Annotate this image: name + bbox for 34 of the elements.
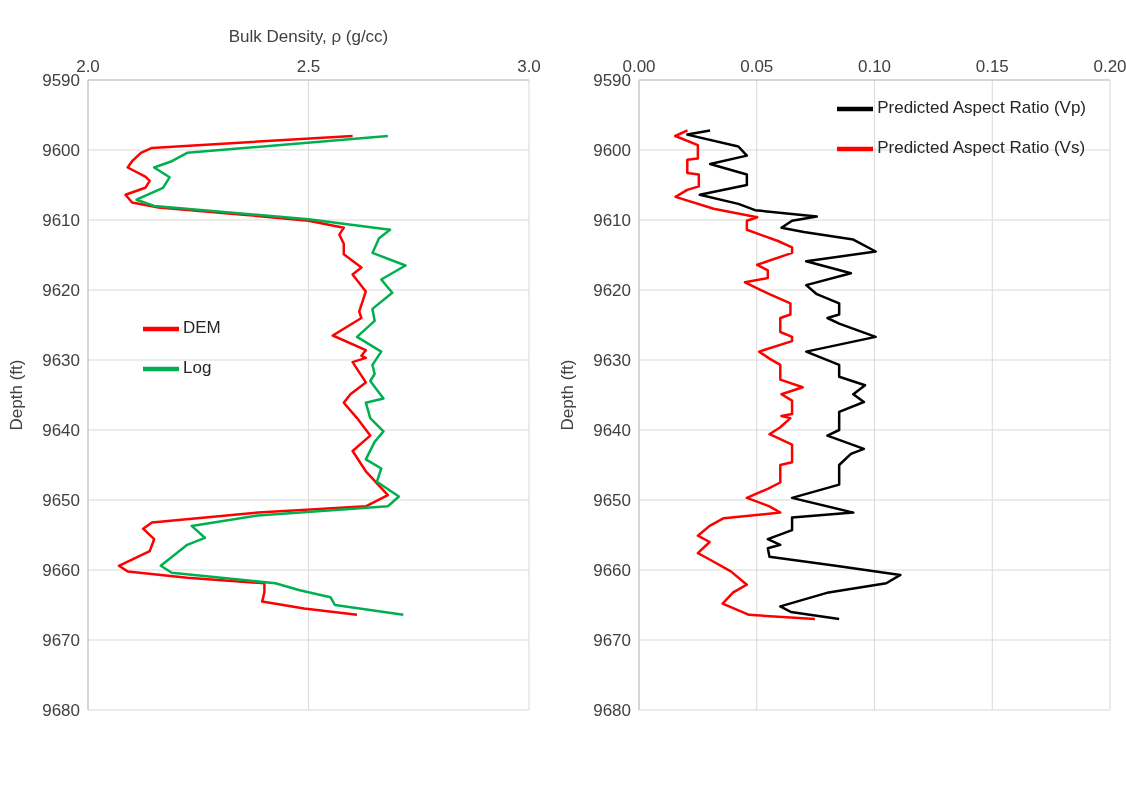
y-tick-label: 9640 xyxy=(593,421,631,441)
y-tick-label: 9600 xyxy=(42,141,80,161)
y-tick-label: 9670 xyxy=(593,631,631,651)
x-tick-label: 0.05 xyxy=(740,57,774,76)
y-tick-label: 9590 xyxy=(593,71,631,91)
y-tick-label: 9670 xyxy=(42,631,80,651)
y-tick-label: 9640 xyxy=(42,421,80,441)
x-tick-label: 3.0 xyxy=(517,57,541,76)
legend-label: DEM xyxy=(183,318,221,337)
y-tick-label: 9650 xyxy=(42,491,80,511)
x-axis-title: Bulk Density, ρ (g/cc) xyxy=(228,27,389,46)
y-tick-label: 9650 xyxy=(593,491,631,511)
legend-label: Predicted Aspect Ratio (Vs) xyxy=(877,138,1086,157)
x-tick-label: 0.10 xyxy=(857,57,892,76)
x-tick-label: 2.5 xyxy=(296,57,321,76)
y-tick-label: 9610 xyxy=(42,211,80,231)
y-tick-label: 9680 xyxy=(42,701,80,721)
y-axis-title: Depth (ft) xyxy=(7,359,27,431)
y-tick-label: 9680 xyxy=(593,701,631,721)
y-tick-label: 9630 xyxy=(42,351,80,371)
y-tick-label: 9600 xyxy=(593,141,631,161)
legend-label: Predicted Aspect Ratio (Vp) xyxy=(877,98,1086,117)
y-tick-label: 9660 xyxy=(42,561,80,581)
y-tick-label: 9620 xyxy=(593,281,631,301)
x-tick-label: 0.20 xyxy=(1093,57,1126,76)
y-tick-label: 9620 xyxy=(42,281,80,301)
y-tick-label: 9660 xyxy=(593,561,631,581)
y-tick-label: 9630 xyxy=(593,351,631,371)
line-series xyxy=(674,129,817,621)
y-tick-label: 9590 xyxy=(42,71,80,91)
y-axis-title: Depth (ft) xyxy=(558,359,578,431)
y-tick-label: 9610 xyxy=(593,211,631,231)
x-tick-label: 0.15 xyxy=(975,57,1009,76)
legend-label: Log xyxy=(183,358,212,377)
